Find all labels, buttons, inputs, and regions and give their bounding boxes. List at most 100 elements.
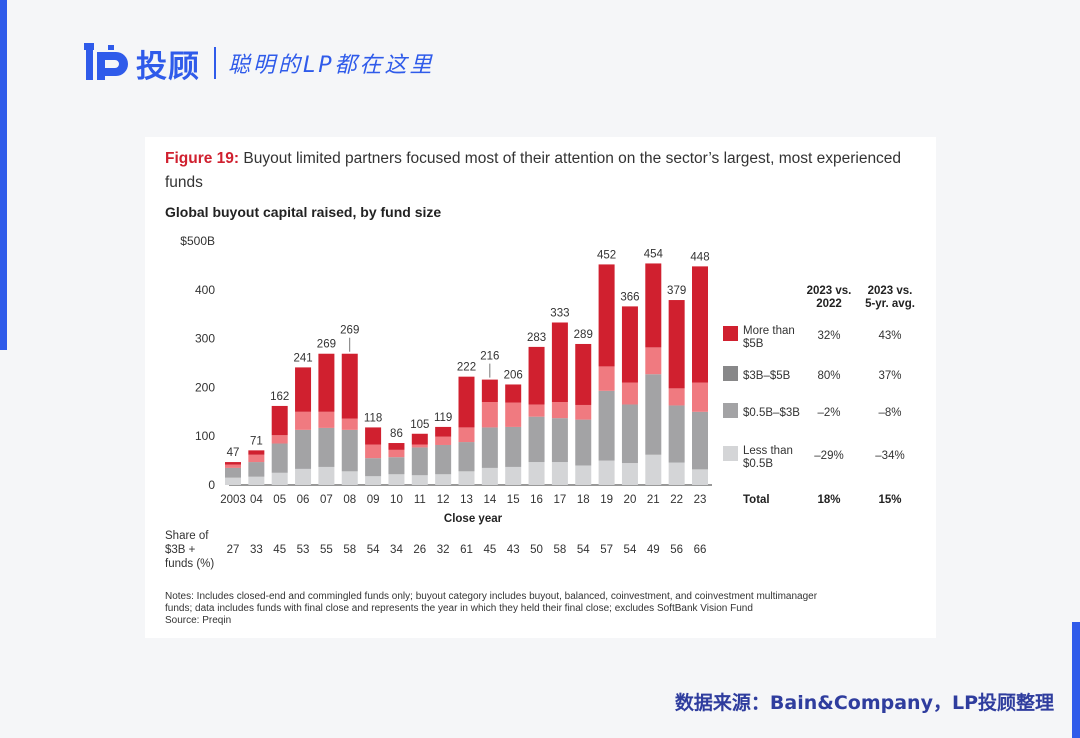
bar-segment [435, 444, 452, 475]
x-tick-label: 19 [600, 494, 613, 506]
bar-segment [248, 450, 265, 455]
share-value: 53 [297, 544, 310, 556]
total-row-value: 18% [817, 494, 840, 506]
share-value: 57 [600, 544, 613, 556]
bar-segment [271, 405, 288, 436]
share-value: 33 [250, 544, 263, 556]
bar-segment [551, 418, 568, 463]
bar-total-label: 448 [690, 251, 709, 263]
bar-total-label: 71 [250, 435, 263, 447]
total-row-label: Total [743, 494, 770, 506]
bar-segment [668, 388, 685, 406]
bar-segment [225, 464, 241, 468]
bar-segment [645, 263, 662, 348]
bar-segment [435, 426, 452, 437]
bar-segment [528, 346, 545, 405]
bar-total-label: 118 [364, 412, 382, 424]
bar-segment [318, 411, 335, 428]
bar-segment [225, 467, 241, 478]
bar-segment [481, 427, 498, 468]
bar-segment [551, 462, 568, 485]
figure-label: Figure 19: [165, 150, 240, 167]
bar-segment [551, 322, 568, 403]
bar-segment [481, 467, 498, 485]
x-tick-label: 10 [390, 494, 403, 506]
share-value: 50 [530, 544, 543, 556]
x-tick-label: 11 [414, 494, 426, 506]
bar-total-label: 86 [390, 428, 403, 440]
x-axis-title: Close year [444, 513, 503, 525]
figure-notes: Notes: Includes closed-end and commingle… [165, 591, 925, 627]
bar-total-label: 216 [480, 351, 499, 363]
brand-logo-icon [84, 43, 128, 80]
note-line-1: Notes: Includes closed-end and commingle… [165, 591, 818, 602]
legend-label: $0.5B [743, 458, 773, 470]
share-value: 61 [460, 544, 473, 556]
bar-segment [668, 462, 685, 485]
y-tick-label: 400 [195, 283, 215, 297]
bar-segment [598, 390, 615, 461]
share-value: 58 [554, 544, 567, 556]
bar-segment [645, 347, 662, 375]
bar-segment [341, 429, 358, 472]
bar-segment [411, 447, 428, 476]
x-tick-label: 06 [297, 494, 310, 506]
bar-segment [295, 411, 312, 430]
bar-segment [621, 404, 638, 464]
x-tick-label: 18 [577, 494, 590, 506]
bar-segment [575, 465, 592, 485]
bar-segment [388, 449, 405, 458]
x-tick-label: 04 [250, 494, 263, 506]
bar-segment [341, 471, 358, 485]
x-tick-label: 16 [530, 494, 543, 506]
source-line: Source: Preqin [165, 615, 232, 626]
bar-total-label: 222 [457, 362, 476, 374]
bar-total-label: 162 [270, 391, 289, 403]
bar-total-label: 289 [574, 329, 593, 341]
legend-swatch [723, 403, 738, 418]
x-tick-label: 23 [694, 494, 707, 506]
share-value: 27 [227, 544, 240, 556]
y-tick-label: 200 [195, 380, 215, 394]
left-accent-bar [0, 0, 7, 350]
bar-segment [271, 472, 288, 485]
share-value: 49 [647, 544, 660, 556]
bar-segment [551, 402, 568, 419]
bar-total-label: 105 [410, 419, 429, 431]
share-row-label: Share of [165, 530, 209, 542]
share-value: 32 [437, 544, 450, 556]
bar-segment [318, 427, 335, 467]
bar-segment [295, 367, 312, 412]
right-accent-bar [1072, 622, 1080, 738]
brand-slogan: 聪明的LP都在这里 [228, 53, 435, 78]
share-value: 54 [624, 544, 637, 556]
bar-segment [411, 444, 428, 448]
legend-label: $3B–$5B [743, 370, 791, 382]
x-tick-label: 13 [460, 494, 473, 506]
bar-segment [621, 382, 638, 405]
bar-segment [271, 435, 288, 444]
bar-segment [528, 404, 545, 417]
growth-value: 32% [817, 330, 840, 342]
y-tick-label: 300 [195, 332, 215, 346]
legend-swatch [723, 326, 738, 341]
bar-total-label: 452 [597, 249, 616, 261]
y-tick-label: 100 [195, 429, 215, 443]
bar-segment [598, 366, 615, 391]
x-tick-label: 08 [343, 494, 356, 506]
growth-header: 2023 vs. [807, 285, 852, 297]
brand-name: 投顾 [136, 48, 200, 85]
growth-value: 37% [878, 370, 901, 382]
bar-segment [528, 416, 545, 463]
growth-value: –29% [814, 450, 843, 462]
bar-segment [295, 429, 312, 469]
bar-total-label: 119 [434, 412, 452, 424]
bar-segment [365, 458, 382, 477]
x-tick-label: 07 [320, 494, 333, 506]
legend-label: More than [743, 325, 795, 337]
bar-segment [341, 418, 358, 430]
bar-segment [692, 382, 708, 412]
share-value: 54 [577, 544, 590, 556]
legend-swatch [723, 366, 738, 381]
bar-total-label: 333 [550, 307, 569, 319]
